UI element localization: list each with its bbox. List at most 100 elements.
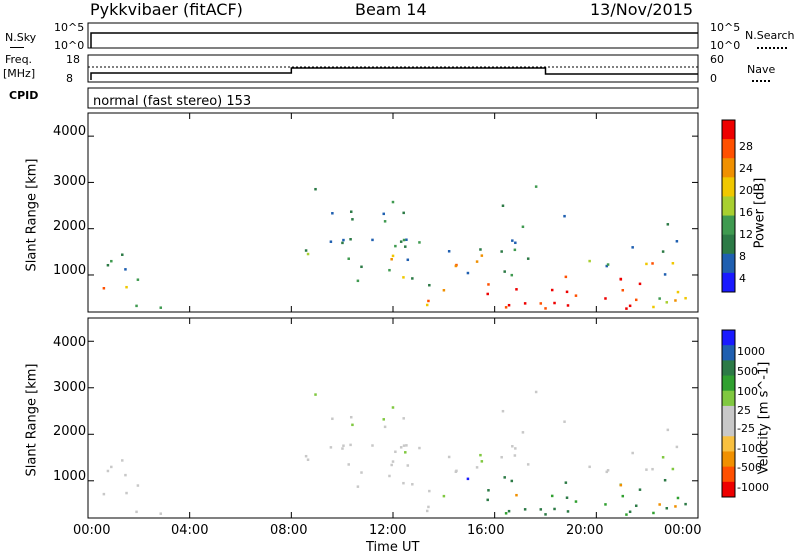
power-echo-cell [544,307,547,310]
freq-tick-bottom: 8 [66,72,73,85]
velocity-echo-cell [406,464,410,467]
freq-trace [90,67,698,80]
power-echo-cell [475,260,479,263]
vel-cb-tick-neg25: -25 [737,422,755,435]
nsky-tick-bottom: 10^0 [54,39,85,52]
power-echo-cell [486,292,489,296]
power-echo-cell [314,187,317,191]
power-echo-cell [628,304,632,308]
power-echo-cell [391,200,395,204]
power-echo-cell [391,254,395,258]
power-echo-cell [418,241,421,244]
xlabel-time-ut: Time UT [366,540,420,555]
xtick-0400: 04:00 [171,523,209,538]
power-echo-cell [442,289,446,292]
vel-cb-tick-25: 25 [737,404,751,417]
power-echo-cell [550,288,554,292]
power-echo-cell [526,257,530,260]
xtick-1200: 12:00 [369,523,407,538]
velocity-echo-cell [405,444,408,447]
xtick-0800: 08:00 [270,523,308,538]
power-echo-cell [382,212,385,216]
velocity-echo-cell [564,481,568,484]
freq-unit: [MHz] [3,67,36,80]
nsky-panel-frame [87,22,699,49]
power-echo-cell [447,250,451,253]
velocity-echo-cell [475,466,479,469]
power-echo-cell [605,264,609,268]
power-echo-cell [501,204,505,208]
power-echo-cell [360,265,363,269]
vel-cb-tick-100: 100 [737,385,758,398]
velocity-echo-cell [442,494,446,498]
velocity-echo-cell [565,496,569,499]
velocity-echo-cell [553,507,556,511]
velocity-echo-cell [121,459,124,462]
power-echo-cell [661,250,665,253]
vel-cb-tick-neg100: -100 [737,442,762,455]
velocity-echo-cell [511,445,514,448]
velocity-echo-cell [371,444,374,447]
xtick-0000-end: 00:00 [664,523,702,538]
velocity-echo-cell [513,454,517,457]
velocity-colorbar-cell [722,375,735,392]
velocity-colorbar-cell [722,390,735,407]
power-echo-cell [135,304,138,308]
velocity-echo-cell [534,390,538,394]
power-colorbar-cell [722,139,735,159]
nsky-tick-top: 10^5 [54,21,85,34]
velocity-echo-cell [507,509,511,513]
power-echo-cell [402,276,405,279]
power-echo-cell [329,240,333,243]
freq-label: Freq. [5,53,33,66]
power-colorbar-cell [722,234,735,255]
power-echo-cell [671,262,675,265]
power-cb-tick-24: 24 [739,162,753,175]
power-echo-cell [304,249,308,252]
velocity-echo-cell [671,467,675,471]
power-colorbar-frame [721,119,736,293]
velocity-echo-cell [658,503,661,506]
vel-cb-tick-neg500: -500 [737,461,762,474]
velocity-echo-cell [136,484,140,487]
velocity-panel-frame [87,317,699,519]
cpid-label: CPID [9,89,39,102]
power-echo-cell [341,241,344,245]
velocity-echo-cell [645,468,648,471]
velocity-echo-cell [314,393,317,396]
velocity-echo-cell [425,509,429,513]
xtick-0000: 00:00 [73,523,111,538]
power-echo-cell [480,254,484,257]
nsearch-label: N.Search [745,29,795,42]
power-echo-cell [563,214,566,218]
power-echo-cell [404,245,407,248]
power-echo-cell [487,283,490,286]
power-cb-tick-20: 20 [739,184,753,197]
power-echo-cell [504,306,508,309]
vel-ytick-2000: 2000 [53,424,87,439]
station-title: Pykkvibaer (fitACF) [90,0,243,19]
power-echo-cell [351,218,354,221]
power-echo-cell [342,238,345,242]
velocity-echo-cell [675,445,679,449]
velocity-echo-cell [486,498,489,502]
velocity-echo-cell [411,483,414,486]
vel-cb-tick-neg1000: -1000 [737,481,769,494]
velocity-echo-cell [651,467,654,471]
vel-ytick-3000: 3000 [53,380,87,395]
power-cb-tick-4: 4 [739,272,746,285]
velocity-echo-cell [466,477,470,481]
power-colorbar-cell [722,120,735,140]
power-echo-cell [652,305,655,309]
velocity-echo-cell [563,420,566,423]
power-echo-cell [523,302,527,305]
power-echo-cell [521,225,525,229]
power-echo-cell [514,241,517,245]
power-echo-cell [665,301,669,304]
power-ytick-2000: 2000 [53,219,87,234]
power-echo-cell [553,301,556,305]
velocity-echo-cell [391,460,395,463]
power-echo-cell [645,262,648,266]
velocity-echo-cell [523,508,527,511]
power-echo-cell [619,278,623,281]
